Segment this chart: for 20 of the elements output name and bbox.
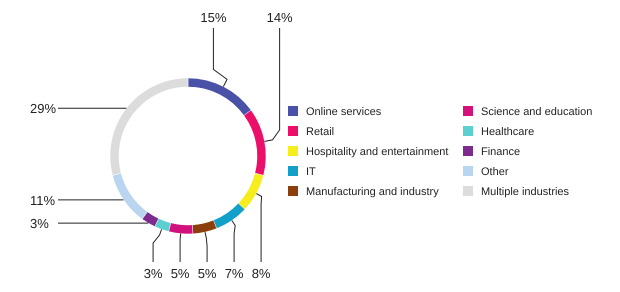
data-label: 3%	[144, 266, 163, 281]
data-label: 5%	[170, 266, 190, 281]
data-label: 29%	[30, 101, 56, 116]
legend-label: Healthcare	[481, 126, 534, 138]
legend-label: Manufacturing and industry	[306, 186, 440, 198]
legend-label: IT	[306, 166, 316, 178]
legend-label: Science and education	[481, 106, 592, 118]
data-label: 15%	[200, 10, 227, 25]
legend-label: Finance	[481, 146, 520, 158]
legend-label: Retail	[306, 126, 334, 138]
data-label: 5%	[198, 266, 217, 281]
legend-label: Multiple industries	[481, 186, 570, 198]
data-label: 14%	[266, 10, 294, 25]
legend-label: Hospitality and entertainment	[306, 146, 448, 158]
data-label: 7%	[224, 266, 244, 281]
legend-label: Other	[481, 166, 509, 178]
data-label: 8%	[252, 266, 271, 281]
data-label: 3%	[30, 216, 50, 232]
legend-label: Online services	[306, 106, 382, 118]
data-label: 11%	[30, 192, 56, 208]
